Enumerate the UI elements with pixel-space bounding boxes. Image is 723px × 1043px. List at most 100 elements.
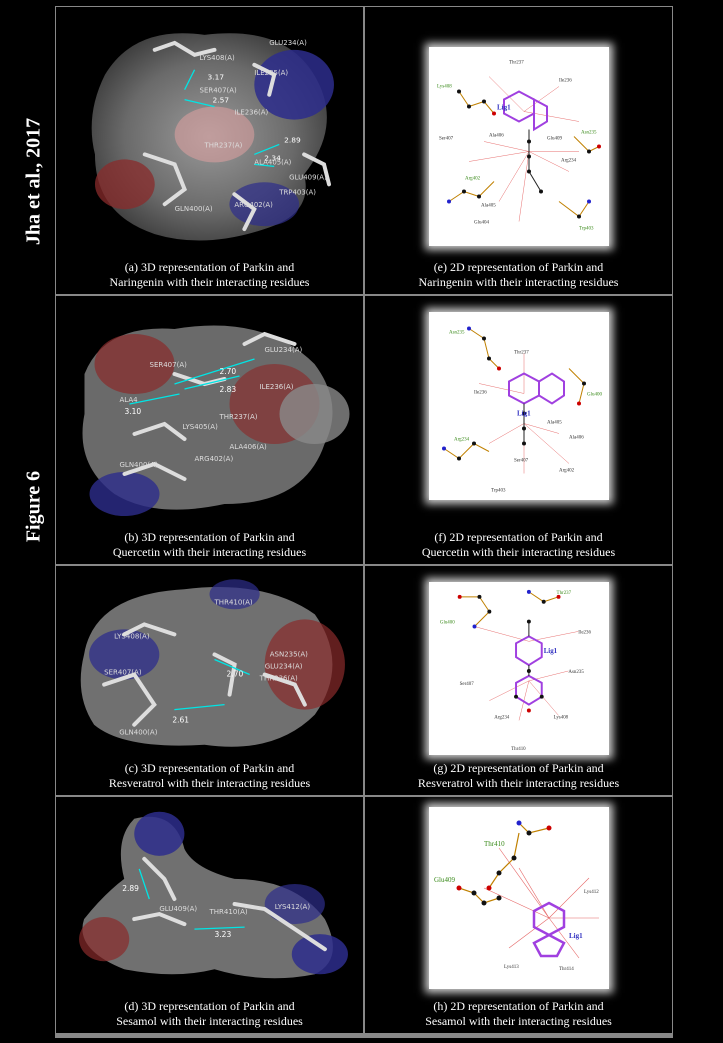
residue-label: Trp403 — [579, 227, 594, 232]
figure-label: Figure 6 — [22, 470, 45, 543]
panel-d-3d-view: LYS412(A) THR410(A) GLU409(A) 2.89 3.23 — [64, 805, 355, 993]
caption-line: Naringenin with their interacting residu… — [418, 275, 619, 289]
residue-label: Arg402 — [465, 177, 481, 182]
panel-g: Lig1 Thr237 Glu400 Ile236 Asn235 Ser407 … — [365, 566, 672, 795]
distance-label: 2.83 — [220, 385, 237, 394]
residue-label: GLU234(A) — [269, 39, 307, 47]
residue-label: SER407(A) — [200, 87, 237, 95]
panel-f-ligplot: Lig1 Asn235 Thr237 Ile236 Glu400 Ala405 … — [442, 326, 603, 494]
ligand-label: Lig1 — [517, 410, 531, 418]
panel-e-ligplot: Lig1 Thr237 Ile236 Lys408 Asn235 Ser407 … — [437, 61, 601, 232]
ligand-label: Lig1 — [544, 648, 558, 655]
panel-h-2d-diagram: Lig1 Thr410 Glu409 Lys412 Lys413 Thr414 — [429, 807, 609, 989]
residue-label: Ser407 — [460, 682, 475, 687]
residue-label: THR236(A) — [259, 674, 298, 683]
residue-label: GLU409(A) — [289, 173, 327, 181]
residue-label: Glu404 — [474, 221, 490, 226]
panel-e: Lig1 Thr237 Ile236 Lys408 Asn235 Ser407 … — [365, 7, 672, 294]
residue-label: GLN400(A) — [175, 205, 213, 213]
panel-h-ligplot: Lig1 Thr410 Glu409 Lys412 Lys413 Thr414 — [434, 820, 599, 972]
residue-label: Ala405 — [547, 421, 562, 426]
panel-h-caption: (h) 2D representation of Parkin and Sesa… — [365, 999, 672, 1029]
caption-line: Resveratrol with their interacting resid… — [417, 776, 620, 790]
caption-line: Quercetin with their interacting residue… — [112, 545, 307, 559]
panel-g-caption: (g) 2D representation of Parkin and Resv… — [365, 761, 672, 791]
residue-label: ARG402(A) — [234, 201, 273, 209]
residue-label: Thr414 — [559, 967, 574, 972]
residue-label: Trp403 — [491, 489, 506, 494]
residue-label: LYS408(A) — [200, 54, 235, 62]
residue-label: Thr237 — [514, 351, 529, 356]
panel-a-3d-view: LYS408(A) SER407(A) ILE235(A) ILE236(A) … — [64, 15, 355, 254]
caption-line: (e) 2D representation of Parkin and — [433, 260, 604, 274]
residue-label: Arg402 — [559, 469, 575, 474]
residue-label: ALA405(A) — [254, 158, 291, 166]
caption-line: (b) 3D representation of Parkin and — [124, 530, 295, 544]
residue-label: Glu400 — [587, 393, 603, 398]
residue-label: GLU409(A) — [159, 904, 197, 913]
ligand-label: Lig1 — [497, 104, 511, 112]
residue-label: THR410(A) — [214, 597, 253, 606]
caption-line: Sesamol with their interacting residues — [425, 1014, 612, 1028]
residue-label: GLU234(A) — [265, 662, 303, 671]
distance-label: 2.34 — [264, 153, 281, 162]
panel-c-3d-render: THR410(A) LYS408(A) SER407(A) GLN400(A) … — [80, 579, 345, 747]
residue-label: Asn235 — [449, 331, 465, 336]
figure-grid: LYS408(A) SER407(A) ILE235(A) ILE236(A) … — [55, 6, 673, 1038]
author-label: Jha et al., 2017 — [22, 117, 45, 246]
panel-g-ligplot: Lig1 Thr237 Glu400 Ile236 Asn235 Ser407 … — [440, 589, 591, 752]
caption-line: Quercetin with their interacting residue… — [421, 545, 616, 559]
distance-label: 2.57 — [212, 96, 229, 105]
ligand-label: Lig1 — [569, 932, 583, 940]
residue-label: Thr410 — [511, 747, 526, 752]
residue-label: Arg234 — [561, 159, 577, 164]
distance-label: 3.23 — [215, 930, 232, 939]
residue-label: TRP403(A) — [278, 188, 316, 196]
panel-a-caption: (a) 3D representation of Parkin and Nari… — [56, 260, 363, 290]
panel-c-3d-view: THR410(A) LYS408(A) SER407(A) GLN400(A) … — [64, 574, 355, 755]
panel-b-3d-view: SER407(A) ALA4 ILE236(A) THR237(A) LYS40… — [64, 304, 355, 524]
panel-d: LYS412(A) THR410(A) GLU409(A) 2.89 3.23 … — [56, 797, 363, 1033]
caption-line: (h) 2D representation of Parkin and — [433, 999, 604, 1013]
panel-a-3d-render: LYS408(A) SER407(A) ILE235(A) ILE236(A) … — [91, 33, 334, 241]
panel-f-2d-diagram: Lig1 Asn235 Thr237 Ile236 Glu400 Ala405 … — [429, 312, 609, 500]
residue-label: Thr410 — [484, 840, 505, 848]
residue-label: THR237(A) — [204, 141, 243, 149]
residue-label: ALA4 — [120, 396, 139, 404]
residue-label: ARG402(A) — [195, 455, 234, 463]
residue-label: Ser407 — [439, 137, 454, 142]
residue-label: SER407(A) — [150, 361, 188, 369]
distance-label: 3.17 — [208, 73, 225, 82]
residue-label: Lys408 — [437, 85, 452, 90]
residue-label: Lys413 — [504, 965, 519, 970]
caption-line: (g) 2D representation of Parkin and — [433, 761, 604, 775]
panel-d-3d-render: LYS412(A) THR410(A) GLU409(A) 2.89 3.23 — [79, 811, 348, 979]
caption-line: Sesamol with their interacting residues — [116, 1014, 303, 1028]
caption-line: (a) 3D representation of Parkin and — [124, 260, 295, 274]
residue-label: Arg234 — [454, 438, 470, 443]
residue-label: ILE236(A) — [260, 383, 294, 391]
panel-c: THR410(A) LYS408(A) SER407(A) GLN400(A) … — [56, 566, 363, 795]
residue-label: Glu409 — [434, 876, 456, 884]
caption-line: (f) 2D representation of Parkin and — [434, 530, 603, 544]
residue-label: LYS405(A) — [183, 423, 219, 431]
residue-label: Glu400 — [440, 621, 455, 626]
panel-d-caption: (d) 3D representation of Parkin and Sesa… — [56, 999, 363, 1029]
caption-line: (d) 3D representation of Parkin and — [124, 999, 295, 1013]
residue-label: LYS408(A) — [114, 631, 150, 640]
residue-label: ASN235(A) — [270, 649, 308, 658]
residue-label: THR410(A) — [209, 907, 248, 916]
residue-label: Arg234 — [494, 715, 510, 720]
residue-label: Ala406 — [569, 436, 584, 441]
residue-label: ALA406(A) — [230, 443, 268, 451]
panel-f: Lig1 Asn235 Thr237 Ile236 Glu400 Ala405 … — [365, 296, 672, 564]
residue-label: Asn235 — [568, 670, 584, 675]
residue-label: Lys408 — [554, 715, 569, 720]
residue-label: Asn235 — [581, 131, 597, 136]
distance-label: 2.89 — [122, 884, 139, 893]
residue-label: Ile236 — [474, 391, 487, 396]
panel-a: LYS408(A) SER407(A) ILE235(A) ILE236(A) … — [56, 7, 363, 294]
panel-e-2d-diagram: Lig1 Thr237 Ile236 Lys408 Asn235 Ser407 … — [429, 47, 609, 246]
panel-h: Lig1 Thr410 Glu409 Lys412 Lys413 Thr414 … — [365, 797, 672, 1033]
distance-label: 2.61 — [172, 716, 189, 725]
